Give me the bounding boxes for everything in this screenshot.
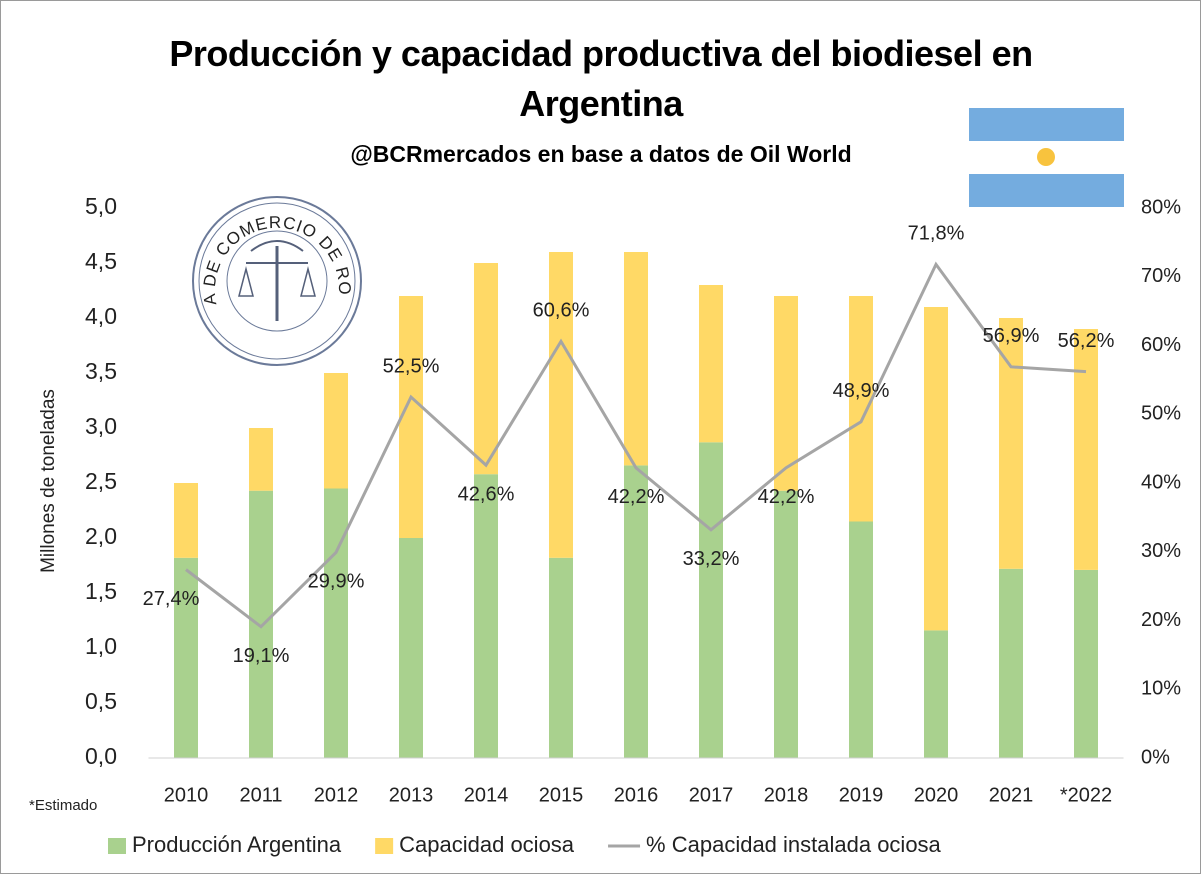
y2-tick-label: 30% — [1141, 540, 1181, 562]
y-tick-label: 0,0 — [85, 743, 117, 769]
x-tick-label: 2014 — [464, 784, 509, 806]
y2-tick-label: 40% — [1141, 471, 1181, 493]
x-tick-label: 2010 — [164, 784, 209, 806]
legend-swatch — [375, 838, 394, 854]
chart-title: Producción y capacidad productiva del bi… — [169, 33, 1033, 124]
data-label: 19,1% — [233, 645, 290, 667]
x-tick-label: 2016 — [614, 784, 659, 806]
data-label: 52,5% — [383, 355, 440, 377]
legend-swatch — [108, 838, 126, 854]
legend-label: Producción Argentina — [132, 832, 342, 857]
x-tick-label: 2020 — [914, 784, 959, 806]
line — [185, 261, 1087, 629]
chart-subtitle: @BCRmercados en base a datos de Oil Worl… — [350, 141, 852, 167]
bar — [474, 263, 498, 475]
y-tick-label: 1,0 — [85, 633, 117, 659]
y-tick-label: 4,5 — [85, 248, 117, 274]
data-label: 71,8% — [908, 223, 965, 245]
bar — [174, 557, 198, 758]
data-label: 29,9% — [308, 571, 365, 593]
bar — [624, 465, 648, 758]
y-tick-label: 2,0 — [85, 523, 117, 549]
bar — [474, 474, 498, 758]
bar — [174, 483, 198, 558]
y2-tick-label: 20% — [1141, 609, 1181, 631]
bar — [399, 538, 423, 758]
y-tick-label: 3,0 — [85, 413, 117, 439]
legend-label: % Capacidad instalada ociosa — [646, 832, 942, 857]
data-label: 60,6% — [533, 300, 590, 322]
bar — [849, 521, 873, 758]
x-tick-label: 2013 — [389, 784, 434, 806]
y2-tick-label: 70% — [1141, 265, 1181, 287]
y2-tick-label: 80% — [1141, 196, 1181, 218]
bar — [324, 488, 348, 758]
bar — [774, 490, 798, 758]
data-label: 56,2% — [1058, 330, 1115, 352]
bar — [924, 307, 948, 631]
bar — [324, 373, 348, 489]
x-tick-label: 2018 — [764, 784, 809, 806]
x-tick-label: 2019 — [839, 784, 884, 806]
flag — [969, 108, 1124, 207]
bar — [549, 252, 573, 558]
y2-tick-label: 50% — [1141, 403, 1181, 425]
y-tick-label: 4,0 — [85, 303, 117, 329]
bar — [924, 630, 948, 758]
annotation: *Estimado — [29, 797, 97, 814]
x-tick-label: *2022 — [1060, 784, 1112, 806]
data-label: 56,9% — [983, 325, 1040, 347]
x-tick-label: 2015 — [539, 784, 584, 806]
y-tick-label: 1,5 — [85, 578, 117, 604]
bar — [999, 318, 1023, 569]
y-tick-label: 3,5 — [85, 358, 117, 384]
bar — [249, 428, 273, 491]
x-tick-label: 2017 — [689, 784, 734, 806]
x-tick-label: 2021 — [989, 784, 1034, 806]
y-tick-label: 2,5 — [85, 468, 117, 494]
x-tick-label: 2011 — [239, 784, 282, 806]
bar — [549, 557, 573, 758]
y2-tick-label: 0% — [1141, 746, 1170, 768]
data-label: 48,9% — [833, 380, 890, 402]
y2-tick-label: 10% — [1141, 678, 1181, 700]
bar — [849, 296, 873, 522]
bar — [699, 442, 723, 758]
y-axis-label: Millones de toneladas — [38, 389, 59, 573]
bar — [699, 285, 723, 443]
bar — [624, 252, 648, 466]
data-label: 42,2% — [608, 486, 665, 508]
bar — [999, 568, 1023, 758]
x-tick-label: 2012 — [314, 784, 359, 806]
data-label: 27,4% — [143, 588, 200, 610]
y2-tick-label: 60% — [1141, 334, 1181, 356]
legend-label: Capacidad ociosa — [399, 832, 575, 857]
y-tick-label: 0,5 — [85, 688, 117, 714]
data-label: 42,6% — [458, 483, 515, 505]
bar — [1074, 569, 1098, 758]
y-tick-label: 5,0 — [85, 193, 117, 219]
data-label: 42,2% — [758, 486, 815, 508]
bar — [1074, 329, 1098, 570]
data-label: 33,2% — [683, 548, 740, 570]
bar — [249, 490, 273, 758]
bar — [774, 296, 798, 491]
